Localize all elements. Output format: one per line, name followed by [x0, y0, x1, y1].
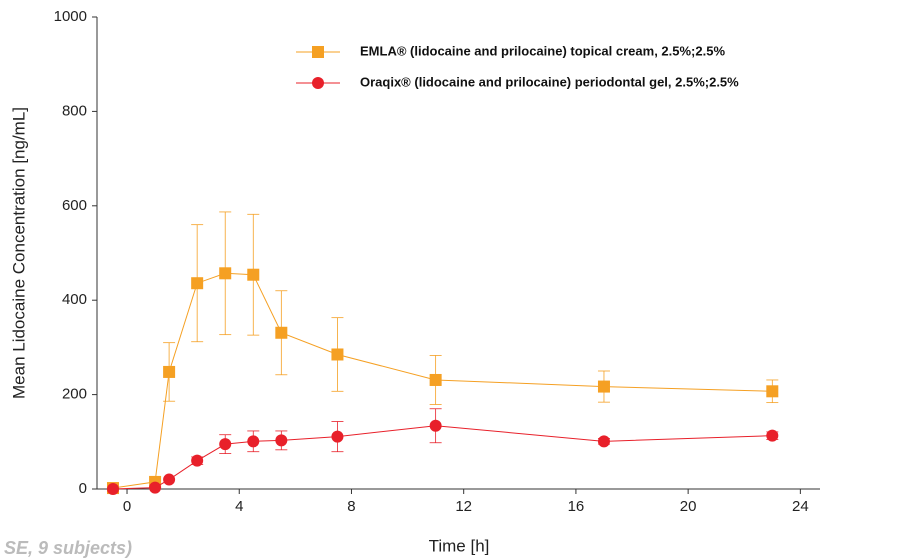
y-tick-label: 800 — [62, 102, 87, 119]
x-tick-label: 24 — [792, 498, 809, 515]
x-axis-title: Time [h] — [429, 536, 490, 555]
x-tick-label: 0 — [123, 498, 131, 515]
legend-marker — [312, 46, 324, 58]
data-point — [219, 267, 232, 280]
x-tick-label: 20 — [680, 498, 697, 515]
data-point — [219, 438, 232, 451]
x-tick-label: 12 — [455, 498, 472, 515]
data-point — [597, 435, 610, 448]
data-point — [429, 419, 442, 432]
series-line — [112, 425, 773, 490]
x-tick-label: 16 — [568, 498, 585, 515]
series-line — [112, 272, 773, 489]
x-tick-label: 4 — [235, 498, 243, 515]
data-point — [149, 481, 162, 494]
legend-label: Oraqix® (lidocaine and prilocaine) perio… — [360, 74, 739, 89]
data-point — [106, 483, 119, 495]
y-axis-title: Mean Lidocaine Concentration [ng/mL] — [9, 107, 28, 399]
y-tick-label: 200 — [62, 386, 87, 403]
data-point — [331, 348, 344, 361]
y-tick-label: 400 — [62, 291, 87, 308]
data-point — [191, 277, 204, 290]
legend-label: EMLA® (lidocaine and prilocaine) topical… — [360, 43, 725, 58]
data-point — [163, 365, 176, 378]
data-point — [275, 326, 288, 339]
data-point — [163, 473, 176, 486]
y-tick-label: 1000 — [54, 8, 87, 25]
data-point — [766, 385, 779, 398]
data-point — [331, 430, 344, 443]
footnote: SE, 9 subjects) — [4, 538, 132, 558]
data-point — [766, 429, 779, 442]
data-point — [191, 454, 204, 467]
data-point — [247, 435, 260, 448]
legend-marker — [312, 77, 324, 89]
data-point — [247, 268, 260, 281]
data-point — [429, 373, 442, 386]
y-tick-label: 600 — [62, 197, 87, 214]
data-point — [597, 380, 610, 393]
x-tick-label: 8 — [347, 498, 355, 515]
y-tick-label: 0 — [79, 480, 87, 497]
data-point — [275, 434, 288, 447]
